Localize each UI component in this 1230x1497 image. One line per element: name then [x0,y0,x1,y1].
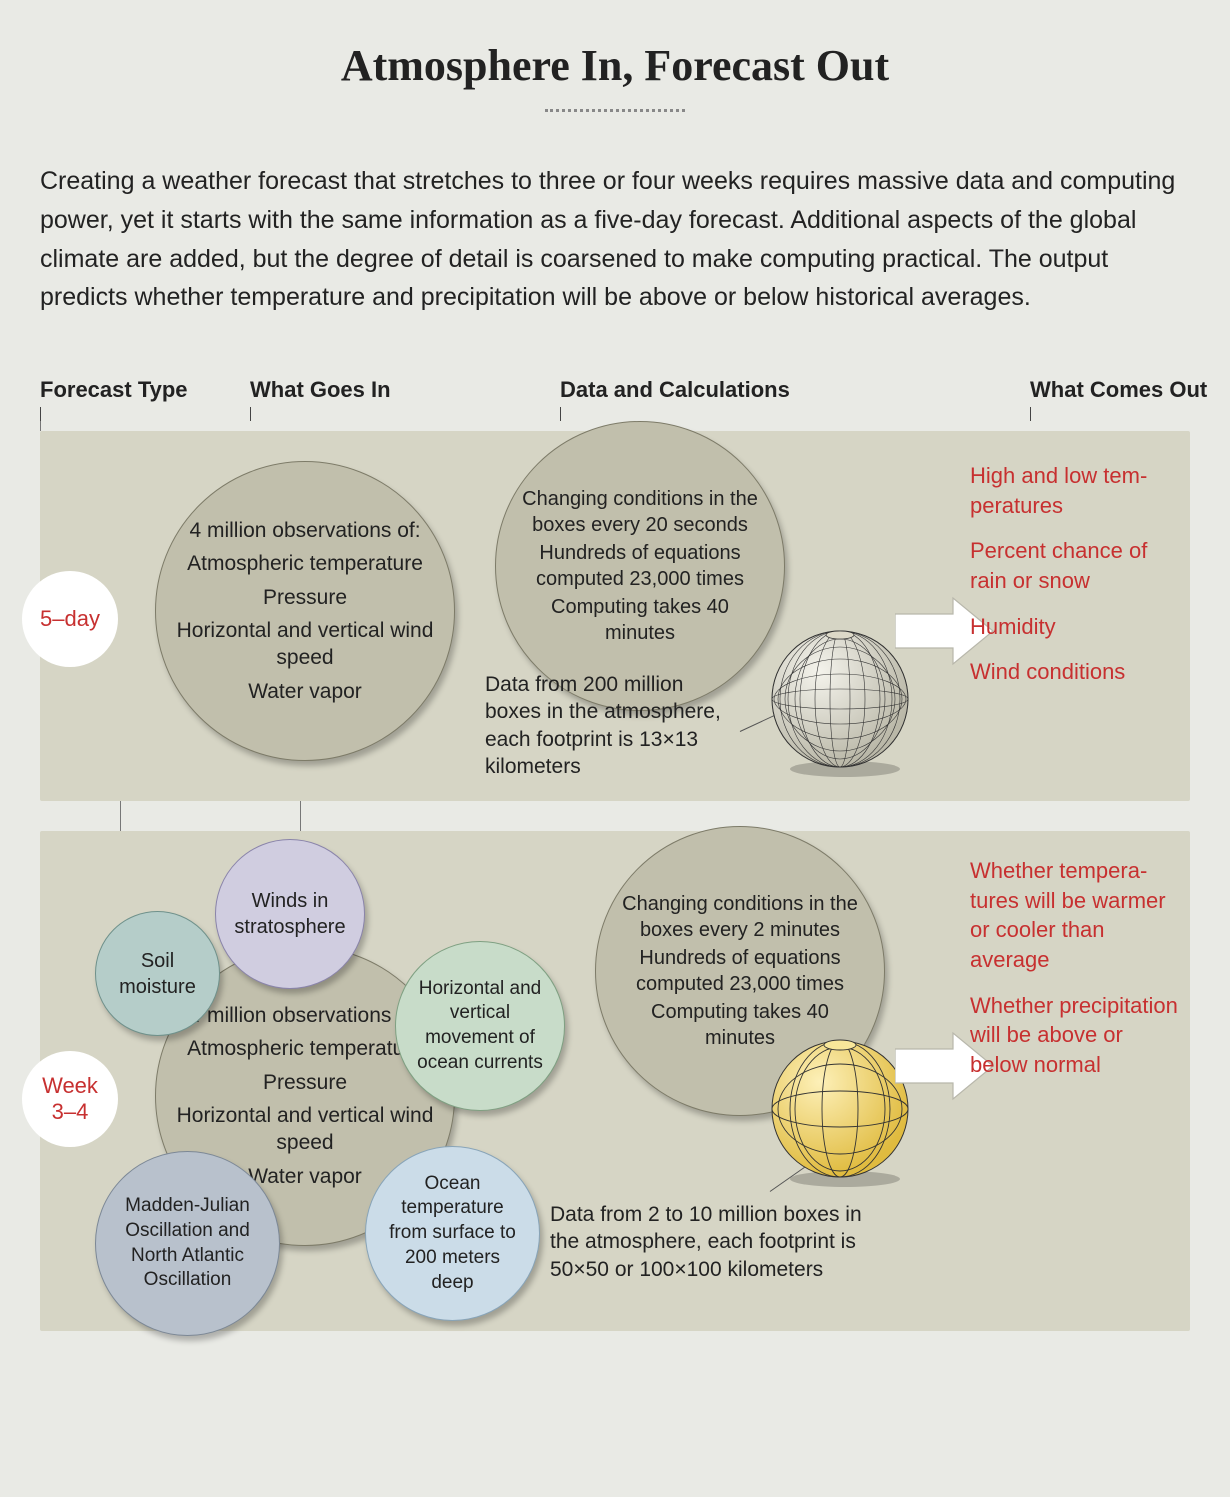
bubble-inputs-5day: 4 million observations of: Atmospheric t… [155,461,455,761]
calc-extra-week34: Data from 2 to 10 million boxes in the a… [550,1201,880,1283]
row-week34: Week 3–4 4 million observations of: Atmo… [40,831,1190,1331]
bubble-currents: Horizontal and vertical movement of ocea… [395,941,565,1111]
bubble-stratosphere: Winds in stratosphere [215,839,365,989]
colhead-data-calculations: Data and Calculations [560,377,1020,421]
bubble-calc-5day: Changing conditions in the boxes every 2… [495,421,785,711]
bubble-ocean-temp: Ocean temperature from surface to 200 me… [365,1146,540,1321]
badge-5day: 5–day [22,571,118,667]
column-headers: Forecast Type What Goes In Data and Calc… [0,347,1230,421]
infographic-container: Atmosphere In, Forecast Out Creating a w… [0,0,1230,1331]
outputs-week34: Whether tempera­tures will be warmer or … [970,856,1180,1096]
colhead-forecast-type: Forecast Type [40,377,240,421]
bubble-soil: Soil moisture [95,911,220,1036]
title-divider [545,109,685,112]
page-title: Atmosphere In, Forecast Out [60,40,1170,91]
row-5day: 5–day 4 million observations of: Atmosph… [40,431,1190,801]
intro-paragraph: Creating a weather forecast that stretch… [0,162,1230,347]
badge-week34: Week 3–4 [22,1051,118,1147]
colhead-what-comes-out: What Comes Out [1030,377,1230,421]
calc-extra-5day: Data from 200 million boxes in the atmo­… [485,671,745,780]
outputs-5day: High and low tem­peratures Percent chanc… [970,461,1180,703]
header: Atmosphere In, Forecast Out [0,0,1230,162]
bubble-mjo: Madden-Julian Oscillation and North Atla… [95,1151,280,1336]
colhead-what-goes-in: What Goes In [250,377,550,421]
